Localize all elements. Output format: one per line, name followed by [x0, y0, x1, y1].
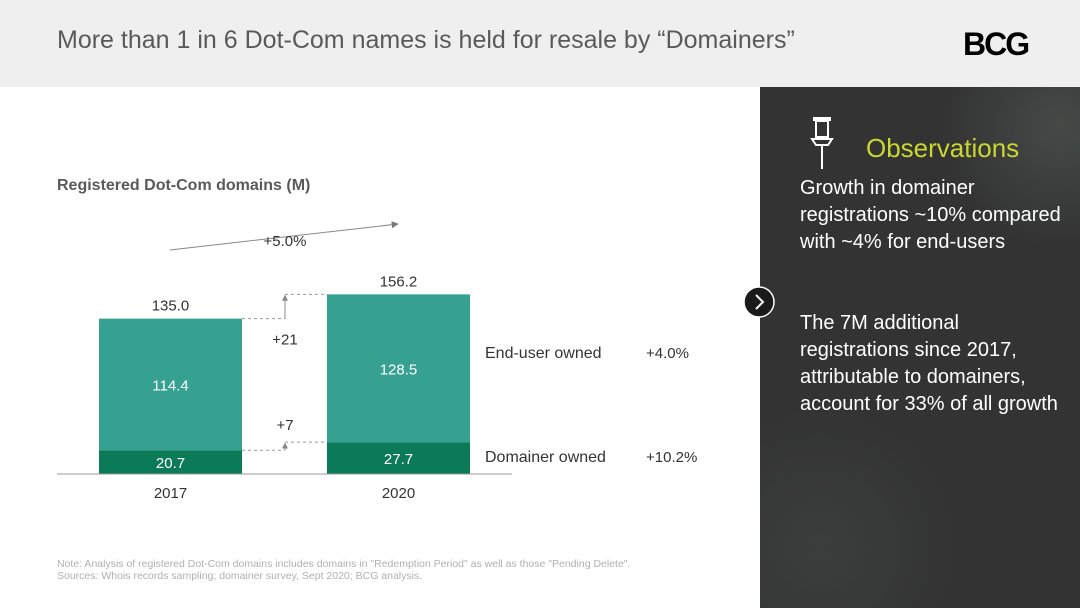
legend-domainer: Domainer owned — [485, 449, 606, 466]
bar-enduser-2017 — [99, 318, 242, 451]
legend-enduser: End-user owned — [485, 345, 602, 362]
legend-enduser-growth: +4.0% — [646, 345, 689, 362]
footnote: Note: Analysis of registered Dot-Com dom… — [57, 558, 630, 582]
pushpin-icon — [810, 117, 834, 169]
label-total-2020: 156.2 — [380, 273, 418, 290]
domainer-diff-label: +7 — [276, 417, 293, 434]
chart-title: Registered Dot-Com domains (M) — [57, 177, 311, 194]
label-domainer-2017: 20.7 — [156, 455, 185, 472]
chevron-right-icon[interactable] — [743, 286, 775, 318]
label-domainer-2020: 27.7 — [384, 451, 413, 468]
x-tick-2017: 2017 — [154, 485, 187, 502]
total-growth-label: +5.0% — [264, 233, 307, 250]
bar-enduser-2020 — [327, 294, 470, 443]
bar-domainer-2017 — [99, 450, 242, 474]
total-growth-arrow — [169, 221, 399, 251]
legend-domainer-growth: +10.2% — [646, 449, 697, 466]
label-total-2017: 135.0 — [152, 298, 190, 315]
observation-point-1: Growth in domainer registrations ~10% co… — [800, 177, 1061, 253]
enduser-diff-label: +21 — [272, 331, 297, 348]
stacked-bar-chart: 20.7 114.4 135.0 2017 27.7 128.5 156.2 2020 +5.… — [57, 221, 697, 502]
label-enduser-2020: 128.5 — [380, 361, 418, 378]
x-tick-2020: 2020 — [382, 485, 415, 502]
label-enduser-2017: 114.4 — [152, 377, 188, 394]
footnote-sources: Sources: Whois records sampling; domaine… — [57, 570, 423, 582]
observation-point-2: The 7M additional registrations since 20… — [800, 312, 1058, 415]
header-bar: More than 1 in 6 Dot-Com names is held f… — [0, 0, 1080, 87]
bcg-logo: BCG — [963, 26, 1030, 62]
panel-background-glow — [760, 87, 1080, 608]
bar-domainer-2020 — [327, 442, 470, 474]
observations-title: Observations — [866, 133, 1020, 163]
observations-panel: Observations Growth in domainer registra… — [760, 87, 1080, 608]
page-title: More than 1 in 6 Dot-Com names is held f… — [57, 26, 795, 54]
footnote-note: Note: Analysis of registered Dot-Com dom… — [57, 558, 631, 570]
